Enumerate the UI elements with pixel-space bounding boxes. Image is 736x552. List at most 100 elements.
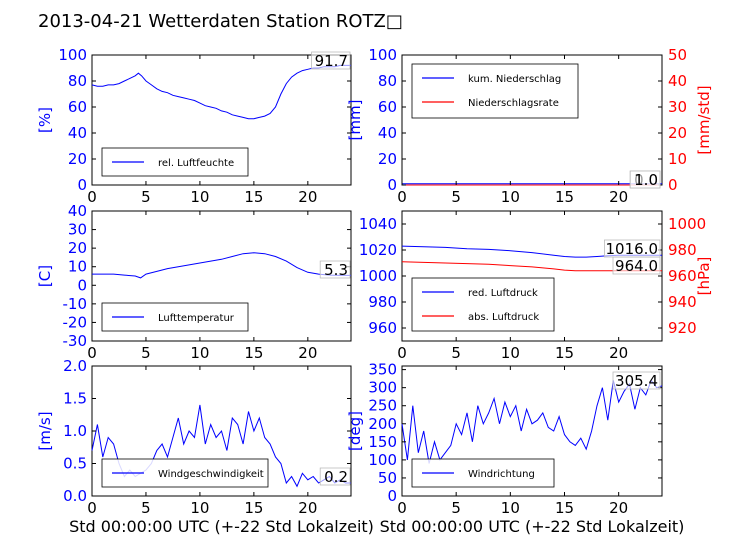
x-tick-label: 0 [397, 188, 407, 206]
x-tick-label: 0 [87, 499, 97, 517]
current-value-label-box [311, 51, 351, 70]
x-tick-label: 10 [501, 188, 520, 206]
y-tick-label: 10 [68, 258, 87, 276]
x-tick-label: 5 [451, 499, 461, 517]
x-tick-label: 0 [87, 188, 97, 206]
legend: kum. Niederschlag Niederschlagsrate [411, 63, 579, 119]
y-tick-label: 20 [378, 150, 397, 168]
x-tick-label: 20 [298, 499, 317, 517]
y-tick-label: 960 [368, 319, 397, 337]
y-tick-label: 60 [68, 98, 87, 116]
x-tick-label: 10 [190, 499, 209, 517]
legend-label: Windrichtung [468, 469, 535, 480]
x-tick-label: 20 [298, 344, 317, 362]
panel-humidity: 0 5 10 15 20 0 20 40 60 80 100 [%] rel. Luftfeuchte 9… [36, 46, 352, 206]
current-value-label: 0.2 [324, 468, 348, 486]
legend: rel. Luftfeuchte [101, 147, 249, 177]
legend: Windgeschwindigkeit [101, 458, 269, 488]
y-tick-right-label: 940 [668, 293, 697, 311]
y-tick-label: 0 [387, 487, 397, 505]
legend: Windrichtung [411, 458, 555, 488]
y-tick-label: 150 [368, 433, 397, 451]
series-line-0 [91, 64, 351, 120]
legend-label: Lufttemperatur [158, 313, 235, 324]
current-value-label: 1016.0 [606, 240, 659, 258]
y-tick-right-label: 960 [668, 267, 697, 285]
x-tick-label: 5 [141, 499, 151, 517]
y-tick-label: 30 [68, 221, 87, 239]
x-tick-label: 15 [244, 188, 263, 206]
x-tick-label: 5 [451, 188, 461, 206]
y-axis-label: [deg] [346, 411, 364, 451]
y-tick-label: 100 [368, 451, 397, 469]
x-tick-label: 15 [555, 344, 574, 362]
y-tick-right-label: 0 [668, 176, 678, 194]
series-line-0 [401, 379, 663, 464]
y-tick-label: -20 [63, 313, 88, 331]
legend-label: Niederschlagsrate [468, 98, 559, 109]
y-tick-label: 0.5 [63, 455, 87, 473]
current-value-label: 5.3 [324, 261, 348, 279]
y-tick-label: 980 [368, 293, 397, 311]
x-tick-label: 10 [190, 188, 209, 206]
current-value-label-box [612, 371, 661, 390]
y-tick-label: 80 [378, 72, 397, 90]
y-tick-right-label: 980 [668, 241, 697, 259]
x-tick-label: 0 [397, 499, 407, 517]
y-tick-label: 200 [368, 415, 397, 433]
current-value-label: 305.4 [615, 372, 658, 390]
y-axis-label: [mm] [346, 100, 364, 141]
legend-box [101, 147, 249, 177]
legend: red. Luftdruck abs. Luftdruck [411, 277, 555, 332]
y-tick-label: 100 [368, 46, 397, 64]
x-tick-label: 15 [555, 499, 574, 517]
y-tick-right-label: 1000 [668, 215, 706, 233]
x-tick-label: 5 [451, 344, 461, 362]
y-tick-label: 0 [77, 176, 87, 194]
legend-label: abs. Luftdruck [468, 312, 539, 323]
x-axis-label: Std 00:00:00 UTC (+-22 Std Lokalzeit) [69, 517, 374, 536]
y-tick-label: 350 [368, 361, 397, 379]
x-axis-label: Std 00:00:00 UTC (+-22 Std Lokalzeit) [380, 517, 685, 536]
y-tick-label: 40 [378, 124, 397, 142]
panel-windspeed: 0 5 10 15 20 0.0 0.5 1.0 1.5 2.0 [m/s] Std 00:00:00… [36, 357, 374, 536]
x-tick-label: 20 [609, 344, 628, 362]
series-line-0 [92, 252, 351, 279]
y-tick-label: 40 [68, 202, 87, 220]
panel-temperature: 0 5 10 15 20-30-20-10010203040[C]Lufttempera… [36, 202, 352, 362]
y-axis-right-label: [mm/std] [695, 85, 713, 154]
current-value-label: 1.0 [634, 171, 658, 189]
x-tick-label: 0 [87, 344, 97, 362]
legend-box [411, 63, 579, 119]
legend: Lufttemperatur [101, 302, 249, 332]
x-tick-label: 5 [141, 188, 151, 206]
y-tick-right-label: 30 [668, 98, 687, 116]
y-tick-label: 40 [68, 124, 87, 142]
y-tick-label: 1020 [359, 241, 397, 259]
legend-label: red. Luftdruck [468, 288, 538, 299]
current-value-label-box [629, 170, 661, 189]
y-tick-right-label: 10 [668, 150, 687, 168]
y-tick-label: -30 [63, 332, 88, 350]
x-tick-label: 15 [244, 499, 263, 517]
x-tick-label: 0 [397, 344, 407, 362]
x-tick-label: 10 [501, 499, 520, 517]
y-tick-label: 60 [378, 98, 397, 116]
current-value-label: 91.7 [315, 52, 348, 70]
legend-box [411, 277, 555, 332]
y-tick-label: 0 [387, 176, 397, 194]
current-value-label-box [319, 260, 351, 279]
current-value-label-box [319, 467, 351, 486]
figure-title: 2013-04-21 Wetterdaten Station ROTZ□ [38, 11, 403, 32]
x-tick-label: 10 [190, 344, 209, 362]
y-tick-label: 1.5 [63, 390, 87, 408]
x-tick-label: 20 [609, 499, 628, 517]
y-tick-right-label: 50 [668, 46, 687, 64]
x-tick-label: 20 [298, 188, 317, 206]
current-value-right-label: 964.0 [615, 257, 658, 275]
y-tick-label: 20 [68, 150, 87, 168]
y-tick-label: 1.0 [63, 422, 87, 440]
x-tick-label: 5 [141, 344, 151, 362]
